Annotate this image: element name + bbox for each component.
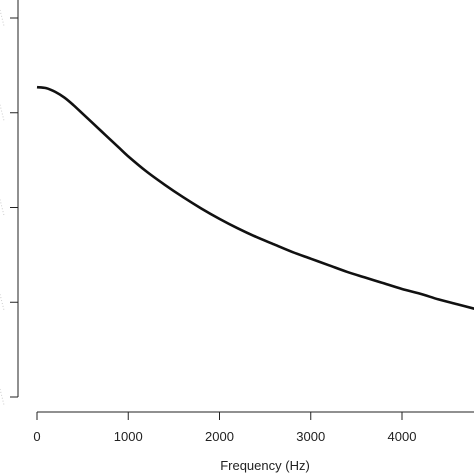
y-tick-label-fragment bbox=[0, 388, 5, 406]
y-tick-label-fragment bbox=[0, 9, 5, 27]
x-tick-label: 4000 bbox=[388, 429, 417, 444]
y-tick-label-fragment bbox=[0, 104, 5, 121]
x-tick-label: 2000 bbox=[205, 429, 234, 444]
x-tick-label: 0 bbox=[33, 429, 40, 444]
series-layer bbox=[36, 85, 474, 310]
series-line bbox=[36, 85, 474, 310]
y-tick-label-fragment bbox=[0, 199, 5, 216]
x-axis-ticks: 0 1000 2000 3000 4000 bbox=[33, 412, 416, 444]
x-axis-label: Frequency (Hz) bbox=[220, 458, 310, 473]
y-axis-ticks bbox=[0, 9, 18, 406]
x-tick-label: 1000 bbox=[114, 429, 143, 444]
x-tick-label: 3000 bbox=[296, 429, 325, 444]
y-tick-label-fragment bbox=[0, 294, 5, 311]
